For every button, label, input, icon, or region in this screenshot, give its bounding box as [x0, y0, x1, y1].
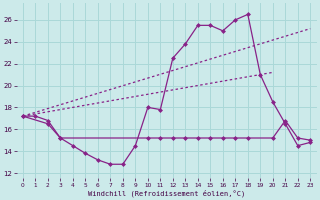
X-axis label: Windchill (Refroidissement éolien,°C): Windchill (Refroidissement éolien,°C) [88, 189, 245, 197]
